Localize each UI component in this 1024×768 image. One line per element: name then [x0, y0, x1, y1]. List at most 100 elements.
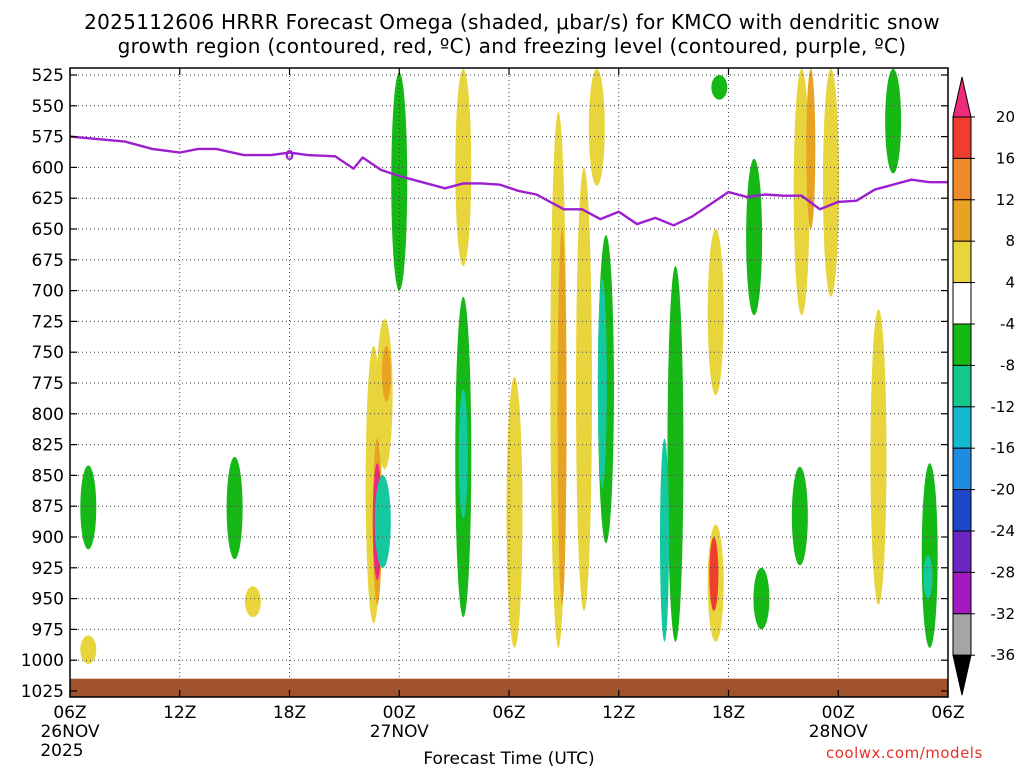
omega-region-29	[793, 68, 810, 316]
colorbar-segment-4	[952, 240, 972, 284]
omega-region-30	[806, 68, 816, 229]
colorbar-segment-12	[952, 571, 972, 615]
omega-region-13	[458, 389, 468, 519]
omega-region-27	[746, 158, 763, 316]
x-date-label-42: 28NOV	[809, 722, 868, 742]
y-tick-label-950: 950	[32, 590, 64, 610]
y-tick-label-700: 700	[32, 282, 64, 302]
y-tick-label-1025: 1025	[21, 682, 64, 702]
y-tick-label-825: 825	[32, 436, 64, 456]
y-tick-label-650: 650	[32, 220, 64, 240]
colorbar-segment-10	[952, 489, 972, 532]
omega-region-33	[870, 309, 887, 605]
omega-region-24	[709, 537, 719, 611]
grid-lines	[70, 68, 948, 697]
credit-text: coolwx.com/models	[826, 744, 983, 762]
y-axis: 525 550 575 600 625 650 675 700 725 750 775 800 825 8…	[21, 66, 948, 702]
omega-region-16	[557, 229, 567, 605]
colorbar-segment-2	[952, 157, 972, 201]
omega-region-31	[822, 68, 839, 297]
colorbar-segment-5	[952, 282, 972, 325]
colorbar-label-4: 4	[1005, 274, 1015, 292]
colorbar-label-1: 16	[996, 149, 1015, 167]
omega-region-26	[711, 75, 728, 100]
y-tick-label-900: 900	[32, 528, 64, 548]
omega-region-25	[707, 229, 724, 396]
x-tick-label-12: 18Z	[273, 703, 306, 723]
y-tick-label-1000: 1000	[21, 651, 64, 671]
colorbar-label-7: -12	[991, 398, 1016, 416]
colorbar-segment-8	[952, 406, 972, 449]
freezing-level-label: 0	[285, 149, 294, 164]
y-tick-label-975: 975	[32, 620, 64, 640]
y-tick-label-675: 675	[32, 251, 64, 271]
y-tick-label-775: 775	[32, 374, 64, 394]
y-tick-label-625: 625	[32, 189, 64, 209]
y-tick-label-525: 525	[32, 66, 64, 86]
x-tick-label-48: 06Z	[931, 703, 964, 723]
colorbar: 20 16 12 8 4 -4 -8 -12 -16 -20 -24 -28 -32 -36	[952, 76, 1016, 696]
chart-title-line2: growth region (contoured, red, ºC) and f…	[117, 34, 907, 58]
colorbar-label-13: -36	[991, 646, 1016, 664]
colorbar-segment-13	[952, 613, 972, 656]
omega-region-0	[80, 465, 97, 550]
y-tick-label-600: 600	[32, 158, 64, 178]
colorbar-label-12: -32	[991, 605, 1016, 623]
colorbar-segment-6	[952, 323, 972, 366]
x-tick-label-30: 12Z	[602, 703, 635, 723]
colorbar-label-10: -24	[991, 522, 1016, 540]
freezing-level: 0	[69, 135, 948, 227]
omega-region-11	[455, 68, 472, 266]
freezing-level-line	[69, 135, 948, 227]
omega-shading	[80, 68, 938, 664]
omega-region-21	[667, 265, 684, 642]
x-axis-label: Forecast Time (UTC)	[423, 749, 594, 768]
omega-region-9	[374, 475, 391, 568]
colorbar-segment-3	[952, 199, 972, 242]
colorbar-segment-9	[952, 447, 972, 491]
y-tick-label-750: 750	[32, 343, 64, 363]
y-tick-label-800: 800	[32, 405, 64, 425]
omega-region-2	[226, 456, 243, 560]
colorbar-label-5: -4	[1000, 315, 1015, 333]
x-tick-label-42: 00Z	[822, 703, 855, 723]
y-tick-label-725: 725	[32, 312, 64, 332]
omega-region-18	[588, 68, 605, 186]
omega-region-32	[791, 466, 808, 566]
colorbar-label-0: 20	[996, 108, 1015, 126]
colorbar-label-11: -28	[991, 563, 1016, 581]
colorbar-label-6: -8	[1000, 356, 1015, 374]
y-tick-label-575: 575	[32, 128, 64, 148]
omega-region-3	[244, 586, 261, 618]
chart-title-line1: 2025112606 HRRR Forecast Omega (shaded, …	[84, 10, 940, 34]
x-tick-label-24: 06Z	[492, 703, 525, 723]
x-tick-label-6: 12Z	[163, 703, 196, 723]
x-tick-label-18: 00Z	[383, 703, 416, 723]
colorbar-top-arrow	[952, 76, 972, 118]
omega-region-22	[659, 438, 669, 642]
x-year-label-0: 2025	[40, 741, 83, 761]
omega-region-35	[921, 463, 938, 648]
omega-region-34	[885, 68, 902, 174]
x-date-label-0: 26NOV	[40, 722, 99, 742]
omega-region-1	[80, 635, 97, 664]
colorbar-bottom-arrow	[952, 654, 972, 696]
colorbar-label-9: -20	[991, 481, 1016, 499]
colorbar-segment-1	[952, 116, 972, 159]
omega-region-8	[381, 346, 391, 402]
colorbar-label-3: 8	[1005, 232, 1015, 250]
y-tick-label-875: 875	[32, 497, 64, 517]
colorbar-segment-7	[952, 364, 972, 408]
colorbar-label-8: -16	[991, 439, 1016, 457]
x-date-label-18: 27NOV	[370, 722, 429, 742]
colorbar-label-2: 12	[996, 191, 1015, 209]
omega-region-17	[575, 167, 592, 611]
y-tick-label-850: 850	[32, 466, 64, 486]
y-tick-label-550: 550	[32, 97, 64, 117]
y-tick-label-925: 925	[32, 559, 64, 579]
x-tick-label-0: 06Z	[53, 703, 86, 723]
colorbar-segment-11	[952, 530, 972, 573]
x-tick-label-36: 18Z	[712, 703, 745, 723]
